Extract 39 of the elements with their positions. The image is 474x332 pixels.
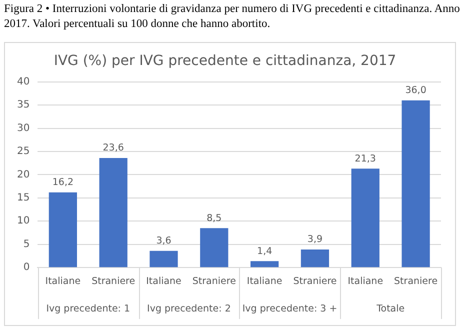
chart-subtitle: Figura 2 • Interruzioni volontarie di gravidanza per numero di IVG precedenti e cittadinanza. Anno 2017. Valori percentuali su 100 donne che hanno abortito. [3,2,461,32]
text: Totale [376,303,405,314]
data-label: 3,9 [307,234,323,246]
data-label: 3,6 [156,236,172,247]
y-tick-label: 10 [16,216,30,227]
y-tick-label: 5 [23,238,30,250]
bar [351,168,380,268]
data-label: 8,5 [206,212,222,224]
data-label: 36,0 [405,85,426,96]
bar [99,158,128,268]
x-tick-label: Italiane [348,276,384,287]
y-tick-label: 35 [16,100,30,111]
bar [150,250,178,268]
x-tick-label: Straniere [293,276,337,287]
data-label: 21,3 [354,153,376,164]
text: Ivg precedente: 2 [147,303,231,314]
x-tick-label: Italiane [45,276,81,287]
y-tick-label: 15 [16,192,30,204]
y-tick-label: 20 [16,169,30,180]
text: Ivg precedente: 3 + [242,303,338,314]
data-label: 16,2 [52,177,74,188]
chart-title: IVG (%) per IVG precedente e cittadinanza, 2017 [54,53,396,70]
y-tick-label: 25 [16,146,30,158]
bar [200,228,228,268]
y-tick-label: 40 [16,76,30,88]
bar [402,100,430,268]
bar [300,249,330,268]
x-tick-label: Italiane [246,276,282,287]
x-tick-label: Straniere [192,276,236,287]
y-tick-label: 30 [16,122,30,134]
data-label: 1,4 [257,246,272,257]
y-tick-label: 0 [23,262,30,274]
bar [48,192,77,268]
data-label: 23,6 [102,142,124,154]
bar [250,261,279,268]
text: Ivg precedente: 1 [46,303,130,314]
x-tick-label: Straniere [394,276,438,287]
x-tick-label: Straniere [92,276,136,287]
x-tick-label: Italiane [146,276,182,287]
